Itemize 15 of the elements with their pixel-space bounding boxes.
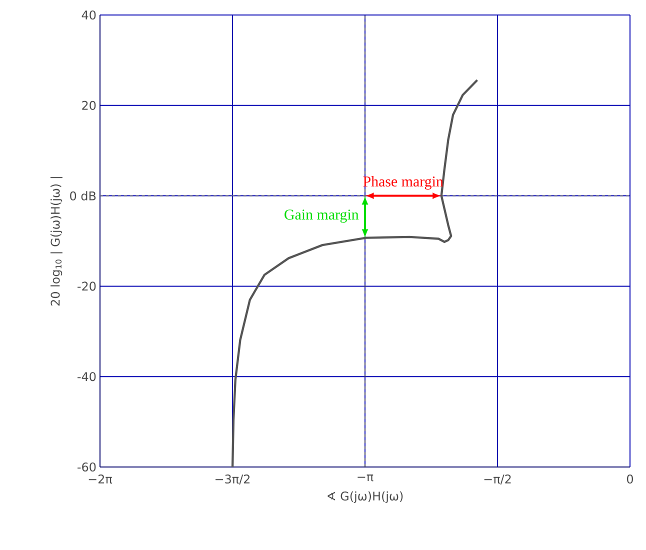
y-tick-label: -60 xyxy=(78,462,96,472)
y-tick-label: 40 xyxy=(82,10,96,20)
y-tick-label: 20 xyxy=(82,100,96,110)
y-tick-label: -40 xyxy=(78,372,96,382)
x-tick-label: −2π xyxy=(88,474,112,484)
y-tick-label: -20 xyxy=(78,282,96,291)
y-axis-title: 20 log$_{10}$ | G(jω)H(jω) | xyxy=(50,177,62,306)
annotation: Gain margin xyxy=(284,210,359,223)
x-tick-label: 0 xyxy=(626,474,634,484)
x-tick-label: −3π/2 xyxy=(216,474,250,484)
y-tick-label: 0 dB xyxy=(70,191,96,200)
line-series xyxy=(231,78,478,468)
x-tick-label: −π xyxy=(358,474,374,482)
x-axis-title: ∢ G(jω)H(jω) xyxy=(328,491,403,503)
x-tick-label: −π/2 xyxy=(484,474,511,484)
